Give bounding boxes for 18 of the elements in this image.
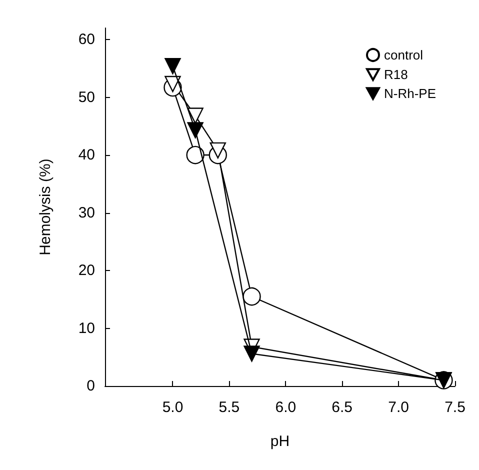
y-tick-label: 10 [78, 320, 95, 337]
y-tick-label: 40 [78, 146, 95, 164]
x-axis-title: pH [270, 433, 290, 450]
x-tick-label: 6.5 [332, 399, 353, 416]
legend-label: N-Rh-PE [384, 86, 436, 101]
x-tick-label: 5.5 [218, 399, 240, 416]
x-tick-label: 7.5 [444, 399, 466, 416]
x-tick-label: 5.0 [162, 399, 184, 416]
y-tick-label: 60 [78, 31, 95, 48]
y-tick-label: 50 [78, 88, 95, 106]
x-tick-label: 7.0 [388, 399, 409, 416]
y-axis-title: Hemolysis (%) [37, 158, 54, 256]
y-tick-label: 30 [78, 204, 95, 222]
y-tick-label: 0 [86, 378, 95, 394]
legend-label: control [384, 48, 424, 62]
y-tick-label: 20 [78, 262, 95, 280]
legend-label: R18 [384, 67, 408, 82]
x-tick-label: 6.0 [275, 399, 296, 416]
